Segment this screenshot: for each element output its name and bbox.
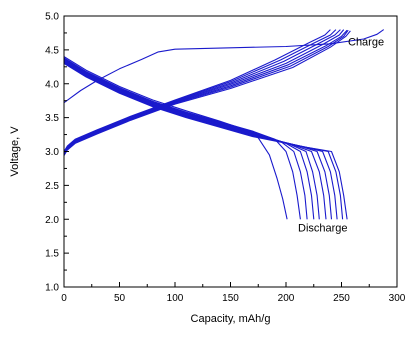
series-line <box>63 62 344 220</box>
plot-frame <box>63 15 398 288</box>
series-line <box>63 61 338 220</box>
y-tick-label: 1.0 <box>45 283 59 294</box>
y-tick-label: 4.0 <box>45 79 59 90</box>
x-tick-label: 200 <box>278 293 295 304</box>
series-line <box>63 29 385 104</box>
x-tick-label: 250 <box>333 293 350 304</box>
y-tick-label: 2.0 <box>45 215 59 226</box>
y-tick-label: 4.5 <box>45 45 59 56</box>
series-line <box>63 58 315 220</box>
discharge-annotation: Discharge <box>298 222 348 234</box>
series-layer <box>63 29 385 220</box>
x-tick-label: 0 <box>61 293 67 304</box>
y-tick-label: 3.0 <box>45 147 59 158</box>
x-tick-label: 100 <box>167 293 184 304</box>
charge-annotation: Charge <box>348 37 384 49</box>
series-line <box>63 59 320 220</box>
y-tick-label: 3.5 <box>45 113 59 124</box>
series-line <box>63 58 308 220</box>
series-line <box>63 60 333 220</box>
y-tick-label: 5.0 <box>45 12 59 23</box>
series-line <box>63 30 351 156</box>
series-line <box>63 29 331 152</box>
y-axis-label: Voltage, V <box>9 126 21 177</box>
y-tick-label: 2.5 <box>45 181 59 192</box>
series-line <box>63 60 327 220</box>
ticks-layer: 0 50 100 150 200 250 300 1.0 1.5 2.0 2.5 3.0 3.5 4.0 4… <box>45 12 406 305</box>
series-line <box>63 62 348 220</box>
series-line <box>63 57 301 220</box>
x-tick-label: 300 <box>389 293 406 304</box>
x-axis-label: Capacity, mAh/g <box>191 313 271 325</box>
x-tick-label: 150 <box>222 293 239 304</box>
x-tick-label: 50 <box>114 293 126 304</box>
y-tick-label: 1.5 <box>45 249 59 260</box>
